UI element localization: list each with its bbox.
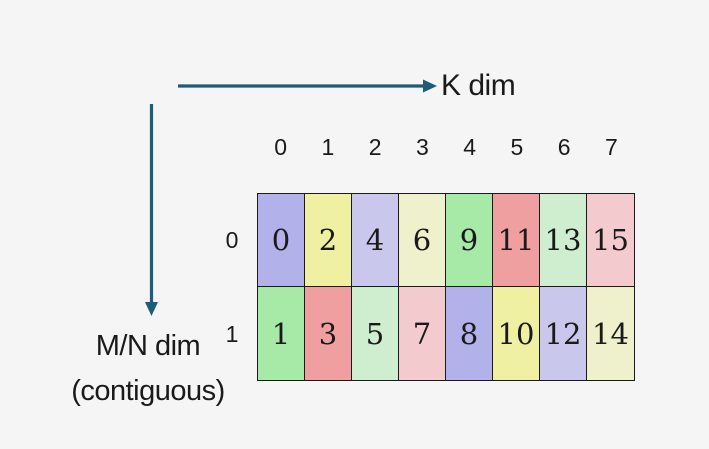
matrix-cell-r0c5: 11 [493, 194, 540, 287]
matrix-cell-r0c6: 13 [540, 194, 587, 287]
matrix-cell-r1c0: 1 [258, 287, 305, 380]
column-header-5: 5 [510, 133, 524, 160]
column-header-3: 3 [415, 133, 429, 160]
column-header-7: 7 [604, 133, 618, 160]
matrix-cell-r1c1: 3 [305, 287, 352, 380]
matrix-cell-r0c1: 2 [305, 194, 352, 287]
k-dim-label: K dim [441, 69, 516, 102]
matrix-cell-r1c3: 7 [399, 287, 446, 380]
mn-dim-label-line2: (contiguous) [71, 375, 225, 407]
row-header-0: 0 [225, 226, 239, 253]
mn-dim-label: M/N dim (contiguous) [35, 324, 261, 414]
column-header-4: 4 [463, 133, 477, 160]
column-header-0: 0 [274, 133, 288, 160]
column-header-1: 1 [321, 133, 335, 160]
column-headers: 0 1 2 3 4 5 6 7 [257, 133, 635, 161]
mn-dim-label-line1: M/N dim [95, 330, 201, 362]
matrix-cell-r1c6: 12 [540, 287, 587, 380]
column-header-2: 2 [368, 133, 382, 160]
k-dim-arrow [178, 79, 437, 93]
row-header-1: 1 [225, 320, 239, 347]
matrix-cell-r0c2: 4 [352, 194, 399, 287]
matrix-cell-r0c3: 6 [399, 194, 446, 287]
matrix-cell-r1c7: 14 [587, 287, 634, 380]
matrix-cell-r1c5: 10 [493, 287, 540, 380]
matrix-cell-r1c4: 8 [446, 287, 493, 380]
column-header-6: 6 [557, 133, 571, 160]
mn-dim-arrow [145, 104, 158, 316]
matrix-cell-r1c2: 5 [352, 287, 399, 380]
matrix-cell-r0c7: 15 [587, 194, 634, 287]
matrix-cell-r0c0: 0 [258, 194, 305, 287]
matrix-cell-r0c4: 9 [446, 194, 493, 287]
matrix-grid: 0 2 4 6 9 11 13 15 1 3 5 7 8 10 12 14 [257, 193, 635, 381]
